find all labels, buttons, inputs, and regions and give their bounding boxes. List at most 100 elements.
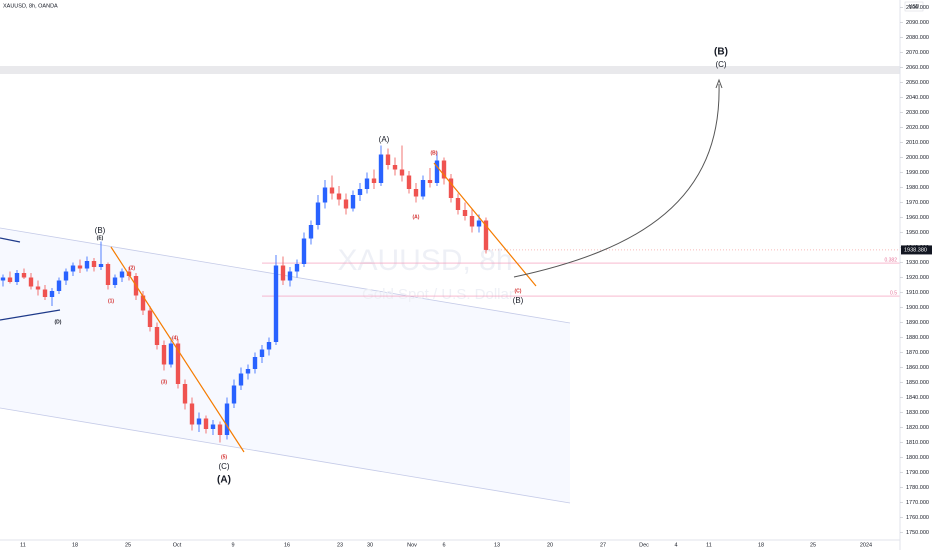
x-tick-label: 4 [674, 542, 677, 548]
candle-body [287, 271, 293, 281]
x-tick-label: 16 [284, 542, 290, 548]
y-tick-label: 2020.000 [906, 125, 929, 131]
candle-body [91, 261, 97, 267]
wave-label: (4) [172, 335, 178, 341]
candle-body [49, 291, 55, 297]
wave-label: (2) [129, 265, 135, 271]
currency-box[interactable] [904, 1, 924, 12]
x-tick-label: 18 [72, 542, 78, 548]
candle-body [462, 210, 468, 216]
y-tick-label: 1770.000 [906, 500, 929, 506]
candle-body [84, 261, 90, 269]
candle-body [140, 295, 146, 311]
symbol-header: XAUUSD, 8h, OANDA [3, 3, 58, 9]
candle-body [42, 289, 48, 297]
wave-label: (B) [714, 47, 728, 58]
y-tick-label: 1960.000 [906, 215, 929, 221]
trendline [110, 246, 245, 453]
candle-body [147, 310, 153, 327]
candle-body [301, 238, 307, 264]
y-tick-label: 1860.000 [906, 365, 929, 371]
candle-body [406, 175, 412, 189]
wave-label: (B) [513, 296, 524, 305]
plot [0, 145, 900, 443]
candle-body [413, 189, 419, 197]
candle-body [434, 160, 440, 183]
fib-label: 0.382 [884, 257, 897, 263]
candle-body [168, 343, 174, 365]
candle-body [182, 384, 188, 404]
wave-label: (1) [108, 298, 114, 304]
y-tick-label: 2000.000 [906, 155, 929, 161]
candle-body [392, 165, 398, 170]
trendline [433, 162, 537, 287]
y-tick-label: 2070.000 [906, 50, 929, 56]
wave-label: (3) [161, 379, 167, 385]
candle-body [196, 418, 202, 425]
y-tick-label: 2080.000 [906, 35, 929, 41]
candle-body [70, 265, 76, 272]
candle-body [280, 265, 286, 281]
wave-label: (B) [431, 150, 438, 156]
channel-lower [0, 407, 571, 504]
x-tick-label: 25 [125, 542, 131, 548]
candle-body [378, 154, 384, 183]
candle-body [308, 225, 314, 239]
candle-body [175, 343, 181, 384]
candle-body [35, 286, 41, 290]
y-tick-label: 1800.000 [906, 455, 929, 461]
candle-body [63, 271, 69, 281]
y-tick-label: 1780.000 [906, 485, 929, 491]
price-axis [900, 0, 932, 550]
candle-body [224, 403, 230, 435]
y-tick-label: 1820.000 [906, 425, 929, 431]
candle-body [329, 187, 335, 194]
x-tick-label: 2024 [860, 542, 872, 548]
y-tick-label: 2010.000 [906, 140, 929, 146]
wave-label: (B) [95, 226, 106, 235]
trendline [0, 237, 21, 243]
currency[interactable]: USD [909, 4, 920, 10]
x-tick-label: 11 [20, 542, 26, 548]
x-tick-label: 11 [706, 542, 712, 548]
candle-body [336, 193, 342, 200]
y-tick-label: 1930.000 [906, 260, 929, 266]
y-tick-label: 2050.000 [906, 80, 929, 86]
x-tick-label: 20 [547, 542, 553, 548]
candle-body [357, 189, 363, 195]
y-tick-label: 2090.000 [906, 20, 929, 26]
candle-body [14, 273, 20, 282]
y-tick-label: 1870.000 [906, 350, 929, 356]
watermark-sub: Gold Spot / U.S. Dollar [362, 286, 514, 303]
candle-body [238, 373, 244, 386]
candle-body [161, 345, 167, 365]
candle-body [28, 277, 34, 287]
candle-body [294, 264, 300, 272]
candle-body [210, 424, 216, 429]
y-tick-label: 1880.000 [906, 335, 929, 341]
watermark: XAUUSD, 8h [337, 244, 512, 277]
y-tick-label: 2100.000 [906, 5, 929, 11]
last-price-box [901, 245, 932, 255]
candle-body [266, 342, 272, 350]
candle-body [98, 264, 104, 267]
candle-body [385, 154, 391, 165]
y-tick-label: 2040.000 [906, 95, 929, 101]
x-tick-label: Dec [639, 542, 649, 548]
candle-body [483, 220, 489, 250]
y-tick-label: 2030.000 [906, 110, 929, 116]
candle-body [77, 265, 83, 269]
candle-body [448, 178, 454, 198]
candle-body [245, 369, 251, 374]
candle-body [0, 277, 6, 281]
y-tick-label: 1980.000 [906, 185, 929, 191]
x-tick-label: 6 [442, 542, 445, 548]
x-tick-label: 30 [367, 542, 373, 548]
wave-label: (D) [55, 319, 62, 325]
candle-body [469, 216, 475, 227]
candle-body [203, 418, 209, 429]
fib-label: 0.5 [890, 290, 897, 296]
candle-body [7, 277, 13, 282]
y-tick-label: 1750.000 [906, 530, 929, 536]
